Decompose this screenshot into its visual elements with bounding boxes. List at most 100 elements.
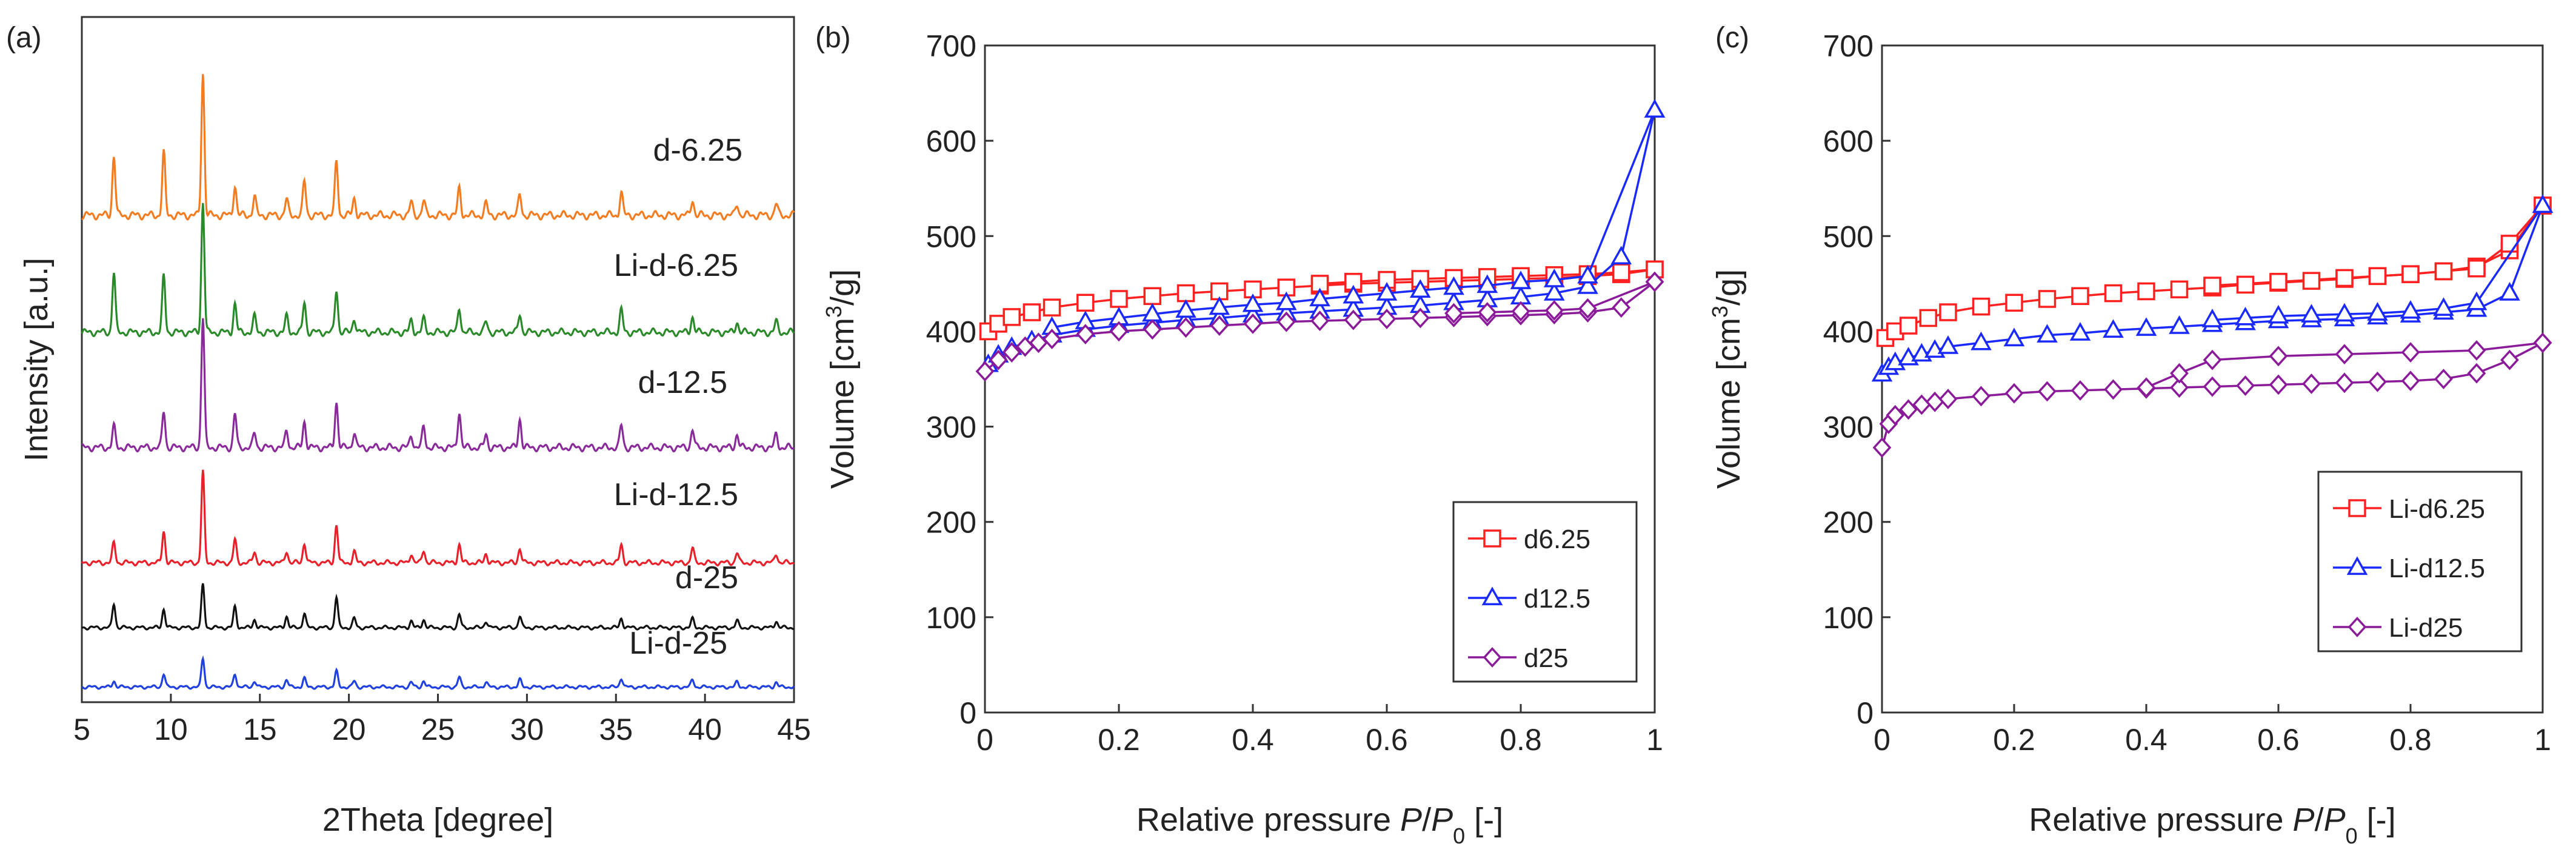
legend: d6.25 d12.5 d25 (1452, 501, 1638, 683)
triangle-marker (1175, 299, 1196, 318)
square-marker (2203, 277, 2221, 295)
series-label: d-12.5 (638, 365, 727, 400)
legend-label: d25 (1524, 643, 1568, 673)
x-tick-label: 15 (243, 712, 277, 746)
diamond-marker (2236, 375, 2255, 396)
y-tick-label: 0 (1857, 696, 1874, 730)
diamond-marker (2170, 363, 2189, 384)
y-tick-label: 400 (1823, 315, 1874, 349)
label-part: P (2324, 802, 2346, 838)
diamond-marker (1483, 647, 1502, 668)
triangle-marker (1937, 335, 1959, 354)
diamond-marker (2104, 379, 2123, 400)
diamond-marker (2335, 344, 2354, 365)
square-marker (1919, 309, 1938, 327)
x-tick-label: 30 (510, 712, 544, 746)
x-tick-label: 0.2 (1993, 723, 2035, 757)
y-tick-label: 700 (926, 29, 976, 63)
legend: Li-d6.25 Li-d12.5 Li-d25 (2317, 471, 2523, 652)
y-axis-title: Intensity [a.u.] (18, 258, 55, 461)
panel-label: (b) (815, 22, 851, 54)
diamond-marker (1276, 311, 1296, 332)
square-marker (1043, 298, 1061, 317)
diamond-marker (1925, 391, 1944, 412)
panel-a-xrd-chart: (a) 5 10 15 20 25 30 35 40 45 2Theta [degree] Inten… (6, 16, 811, 838)
y-tick-label: 300 (926, 411, 976, 444)
label-part: Relative pressure (1136, 802, 1400, 838)
x-tick-label: 0.2 (1098, 723, 1140, 757)
square-marker (2038, 290, 2057, 308)
y-tick-label: 600 (926, 124, 976, 158)
x-tick-label: 35 (599, 712, 633, 746)
x-tick-label: 0.8 (1500, 723, 1542, 757)
diamond-marker (2137, 377, 2156, 398)
x-tick-label: 10 (154, 712, 188, 746)
diamond-marker (1972, 386, 1990, 407)
triangle-marker (1543, 269, 1565, 287)
diamond-marker (1109, 321, 1129, 342)
square-marker (2401, 265, 2420, 283)
legend-label: d6.25 (1524, 525, 1590, 554)
label-part: 3 (821, 306, 846, 318)
panel-b-isotherm-chart: (b) 0 100 200 300 400 500 600 700 0 0.2 0.4 0.6 0.8 1 R… (815, 22, 1666, 848)
x-tick-label: 1 (2534, 723, 2551, 757)
y-tick-label: 700 (1823, 29, 1874, 63)
x-tick-label: 45 (777, 712, 811, 746)
diamond-marker (1210, 315, 1229, 336)
square-marker (2468, 259, 2486, 278)
square-marker (1612, 263, 1630, 281)
xrd-series-line (81, 203, 795, 338)
series-label: Li-d-25 (629, 626, 727, 661)
square-marker (2434, 262, 2453, 281)
square-marker (2071, 287, 2089, 306)
y-tick-label: 0 (959, 696, 976, 730)
diamond-marker (1612, 297, 1631, 318)
label-part: P (1431, 802, 1453, 838)
diamond-marker (1511, 301, 1530, 322)
diamond-marker (1377, 309, 1396, 329)
triangle-marker (1610, 246, 1632, 265)
diamond-marker (1578, 298, 1597, 319)
triangle-marker (1376, 282, 1398, 301)
x-axis-title: Relative pressure P/P0 [-] (1136, 802, 1503, 848)
series-label: Li-d-12.5 (614, 477, 738, 512)
triangle-marker (1275, 291, 1297, 310)
y-tick-label: 600 (1823, 124, 1874, 158)
diamond-marker (2004, 383, 2024, 404)
square-marker (1899, 317, 1918, 335)
diamond-marker (2269, 374, 2288, 395)
diamond-marker (1645, 271, 1664, 292)
x-axis-title: Relative pressure P/P0 [-] (2029, 802, 2395, 848)
diamond-marker (2347, 617, 2367, 637)
x-tick-label: 1 (1646, 723, 1663, 757)
legend-label: Li-d12.5 (2389, 554, 2485, 583)
y-tick-label: 500 (926, 220, 976, 253)
label-part: [-] (1465, 802, 1503, 838)
x-tick-label: 5 (73, 712, 90, 746)
diamond-marker (2335, 372, 2354, 394)
x-tick-label: 25 (421, 712, 455, 746)
y-tick-label: 500 (1823, 220, 1874, 253)
square-marker (2500, 235, 2519, 253)
legend-label: Li-d6.25 (2389, 494, 2485, 524)
x-tick-label: 0 (976, 723, 993, 757)
y-tick-label: 100 (1823, 601, 1874, 635)
diamond-marker (989, 349, 1008, 370)
diamond-marker (1410, 307, 1430, 329)
triangle-marker (1242, 293, 1264, 312)
square-marker (2335, 269, 2354, 287)
x-tick-label: 40 (688, 712, 722, 746)
square-marker (2236, 275, 2255, 294)
diamond-marker (2401, 342, 2420, 363)
xrd-series-line (81, 318, 795, 453)
square-marker (2302, 272, 2321, 290)
triangle-marker (2267, 304, 2289, 324)
label-part: 3 (1707, 306, 1732, 318)
triangle-marker (1510, 270, 1532, 289)
label-part: Relative pressure (2029, 802, 2292, 838)
diamond-marker (2500, 349, 2519, 370)
y-tick-label: 200 (926, 506, 976, 540)
x-tick-label: 0.8 (2389, 723, 2432, 757)
diamond-marker (1310, 310, 1329, 332)
